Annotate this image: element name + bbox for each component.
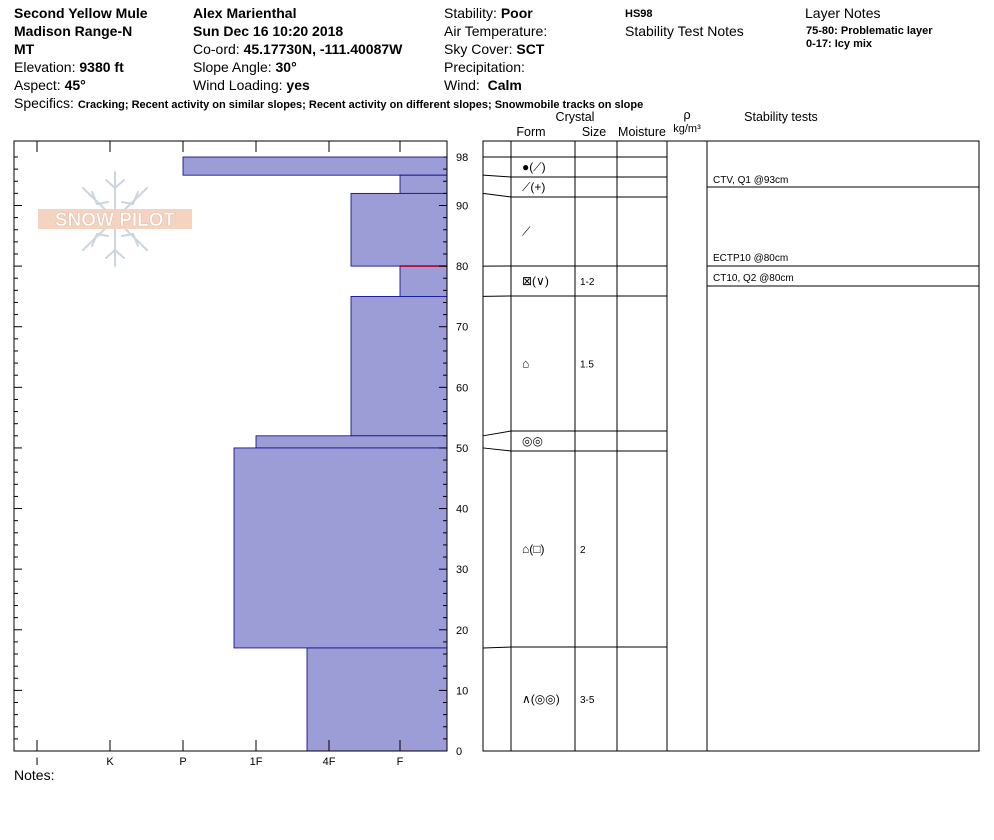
depth-tick-label: 90 [456, 200, 468, 212]
hardness-bar [350, 296, 448, 437]
observer-name: Alex Marienthal [193, 5, 297, 21]
layer-connector [482, 447, 512, 452]
location-name: Second Yellow Mule [14, 5, 148, 21]
hardness-bar [182, 156, 448, 176]
hardness-bar [350, 192, 448, 267]
layer-notes-label: Layer Notes [805, 5, 881, 21]
depth-tick-label: 98 [456, 152, 468, 164]
slope-angle: Slope Angle: 30° [193, 59, 297, 75]
depth-tick-label: 60 [456, 382, 468, 394]
depth-tick-label: 40 [456, 504, 468, 516]
snow-height: HS98 [625, 8, 653, 20]
elevation: Elevation: 9380 ft [14, 59, 124, 75]
hardness-tick-label: F [397, 756, 404, 768]
depth-tick-label: 10 [456, 685, 468, 697]
grain-size: 1-2 [580, 277, 595, 288]
density-symbol: ρ [683, 108, 691, 122]
grain-form-symbol: ●(⟋) [522, 160, 546, 174]
wind-loading: Wind Loading: yes [193, 77, 310, 93]
stability-tests-header: Stability tests [744, 110, 818, 124]
grain-form-symbol: ⟋ [522, 225, 531, 239]
layer-note: 0-17: Icy mix [806, 38, 873, 50]
state: MT [14, 41, 35, 57]
observation-date: Sun Dec 16 10:20 2018 [193, 23, 344, 39]
grain-size: 2 [580, 545, 586, 556]
layer-connector [482, 174, 512, 178]
notes-label: Notes: [14, 767, 55, 783]
grain-form-symbol: ⟋(+) [522, 180, 545, 194]
grain-size: 1.5 [580, 360, 594, 371]
precipitation: Precipitation: [444, 59, 525, 75]
air-temperature: Air Temperature: [444, 23, 548, 39]
wind: Wind: Calm [444, 77, 522, 93]
density-unit: kg/m³ [673, 123, 701, 135]
depth-tick-label: 50 [456, 443, 468, 455]
logo-text: SNOW PILOT [55, 210, 176, 231]
hardness-bar [399, 265, 448, 297]
size-header: Size [581, 125, 607, 139]
depth-tick-label: 70 [456, 322, 468, 334]
grain-form-symbol: ∧(◎◎) [522, 692, 560, 706]
layer-connector [482, 646, 512, 649]
hardness-tick-label: 4F [323, 756, 336, 768]
specifics: Specifics: Cracking; Recent activity on … [14, 95, 644, 111]
grain-size: 3-5 [580, 695, 595, 706]
hardness-bar [233, 447, 448, 649]
hardness-bar [306, 647, 448, 752]
snowpilot-logo: SNOW PILOT [38, 171, 192, 267]
stability-test-label: CTV, Q1 @93cm [713, 175, 788, 186]
hardness-tick-label: 1F [250, 756, 263, 768]
hardness-plot-frame [13, 140, 448, 752]
depth-tick-label: 0 [456, 746, 462, 758]
layer-table-frame [482, 140, 980, 752]
layer-connector [482, 430, 512, 437]
grain-form-symbol: ◎◎ [522, 434, 543, 448]
stability-test-notes-label: Stability Test Notes [625, 23, 744, 39]
hardness-bar [399, 174, 448, 194]
depth-tick-label: 30 [456, 564, 468, 576]
hardness-tick-label: I [35, 756, 38, 768]
hardness-tick-label: K [106, 756, 114, 768]
depth-tick-label: 80 [456, 261, 468, 273]
crystal-header: Crystal [555, 110, 595, 124]
depth-tick-label: 20 [456, 625, 468, 637]
coordinates: Co-ord: 45.17730N, -111.40087W [193, 41, 403, 57]
mountain-range: Madison Range-N [14, 23, 133, 39]
stability-test-label: CT10, Q2 @80cm [713, 273, 794, 284]
layer-connector [482, 192, 512, 198]
sky-cover: Sky Cover: SCT [444, 41, 545, 57]
form-header: Form [516, 125, 546, 139]
hardness-tick-label: P [179, 756, 186, 768]
aspect: Aspect: 45° [14, 77, 86, 93]
moisture-header: Moisture [618, 125, 666, 139]
layer-note: 75-80: Problematic layer [806, 25, 933, 37]
stability: Stability: Poor [444, 5, 533, 21]
grain-form-symbol: ⊠(∨) [522, 274, 549, 288]
hardness-bar [255, 435, 448, 449]
grain-form-symbol: ⌂(□) [522, 542, 545, 556]
stability-test-label: ECTP10 @80cm [713, 253, 788, 264]
grain-form-symbol: ⌂ [522, 357, 529, 371]
